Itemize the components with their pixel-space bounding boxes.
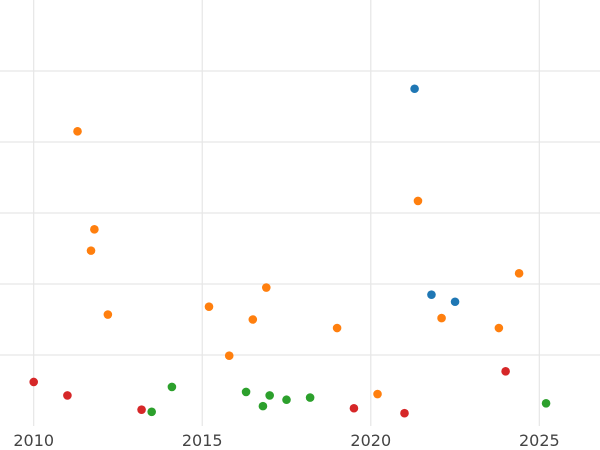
data-point-series-4-1 [29, 377, 39, 387]
data-point-series-3-7 [305, 393, 315, 402]
data-point-series-3-6 [282, 395, 291, 405]
data-point-series-1-1 [410, 84, 419, 94]
data-point-series-3-5 [265, 391, 274, 400]
data-point-series-2-7 [248, 315, 258, 324]
data-point-series-4-3 [137, 405, 146, 414]
data-point-series-2-3 [86, 246, 96, 255]
data-point-series-2-1 [73, 127, 82, 136]
data-point-series-2-11 [413, 196, 423, 206]
data-point-series-3-3 [241, 387, 251, 397]
data-point-series-2-12 [437, 313, 446, 323]
data-point-series-2-5 [204, 302, 214, 312]
data-point-series-2-8 [261, 283, 271, 292]
data-point-series-2-14 [514, 269, 524, 278]
data-point-series-3-8 [541, 398, 551, 408]
horizontal-gridlines [0, 70, 600, 356]
data-point-series-4-4 [349, 403, 359, 413]
x-tick-label-2015: 2015 [182, 431, 223, 450]
data-point-series-2-9 [332, 323, 342, 333]
data-point-series-4-6 [501, 367, 510, 376]
data-point-series-3-2 [167, 382, 177, 392]
x-axis-tick-labels: 2010 2015 2020 2025 [13, 431, 559, 450]
x-tick-label-2025: 2025 [519, 431, 560, 450]
data-point-series-2-10 [373, 389, 382, 399]
data-point-series-4-2 [63, 391, 72, 400]
data-point-series-2-13 [494, 323, 504, 333]
data-point-series-1-3 [450, 297, 460, 307]
data-point-series-4-5 [400, 408, 409, 418]
x-tick-label-2010: 2010 [13, 431, 54, 450]
data-point-series-1-2 [427, 290, 436, 299]
data-point-series-2-4 [103, 310, 113, 319]
data-point-series-3-4 [258, 401, 268, 411]
x-tick-label-2020: 2020 [350, 431, 391, 450]
data-point-series-2-6 [224, 351, 234, 361]
data-point-series-3-1 [147, 407, 156, 417]
data-point-series-2-2 [90, 225, 99, 234]
data-points [29, 84, 551, 418]
